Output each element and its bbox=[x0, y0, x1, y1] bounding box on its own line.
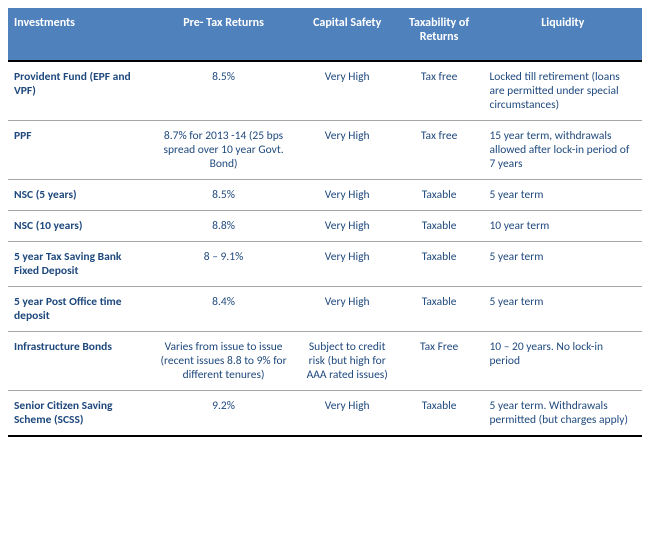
table-row: Infrastructure BondsVaries from issue to… bbox=[8, 332, 642, 391]
cell-liquidity: 5 year term bbox=[483, 287, 642, 332]
cell-safety: Very High bbox=[300, 391, 395, 437]
cell-liquidity: 10 – 20 years. No lock-in period bbox=[483, 332, 642, 391]
cell-liquidity: Locked till retirement (loans are permit… bbox=[483, 61, 642, 121]
cell-investment: NSC (10 years) bbox=[8, 211, 147, 242]
table-row: NSC (5 years)8.5%Very HighTaxable5 year … bbox=[8, 180, 642, 211]
cell-investment: Provident Fund (EPF and VPF) bbox=[8, 61, 147, 121]
investments-table: Investments Pre- Tax Returns Capital Saf… bbox=[8, 8, 642, 437]
table-row: Senior Citizen Saving Scheme (SCSS)9.2%V… bbox=[8, 391, 642, 437]
cell-safety: Very High bbox=[300, 287, 395, 332]
cell-investment: NSC (5 years) bbox=[8, 180, 147, 211]
col-header-investments: Investments bbox=[8, 8, 147, 61]
cell-returns: 8.4% bbox=[147, 287, 299, 332]
table-row: Provident Fund (EPF and VPF)8.5%Very Hig… bbox=[8, 61, 642, 121]
col-header-safety: Capital Safety bbox=[300, 8, 395, 61]
cell-safety: Very High bbox=[300, 121, 395, 180]
cell-returns: 8.7% for 2013 -14 (25 bps spread over 10… bbox=[147, 121, 299, 180]
cell-safety: Very High bbox=[300, 61, 395, 121]
col-header-liquidity: Liquidity bbox=[483, 8, 642, 61]
cell-safety: Very High bbox=[300, 242, 395, 287]
cell-safety: Subject to credit risk (but high for AAA… bbox=[300, 332, 395, 391]
table-header: Investments Pre- Tax Returns Capital Saf… bbox=[8, 8, 642, 61]
cell-tax: Tax free bbox=[395, 121, 484, 180]
cell-safety: Very High bbox=[300, 211, 395, 242]
cell-returns: 9.2% bbox=[147, 391, 299, 437]
cell-investment: PPF bbox=[8, 121, 147, 180]
cell-returns: 8 – 9.1% bbox=[147, 242, 299, 287]
cell-liquidity: 5 year term bbox=[483, 242, 642, 287]
cell-safety: Very High bbox=[300, 180, 395, 211]
cell-investment: 5 year Post Office time deposit bbox=[8, 287, 147, 332]
cell-liquidity: 5 year term. Withdrawals permitted (but … bbox=[483, 391, 642, 437]
cell-returns: 8.8% bbox=[147, 211, 299, 242]
cell-liquidity: 5 year term bbox=[483, 180, 642, 211]
table-row: 5 year Tax Saving Bank Fixed Deposit8 – … bbox=[8, 242, 642, 287]
cell-liquidity: 10 year term bbox=[483, 211, 642, 242]
cell-tax: Taxable bbox=[395, 211, 484, 242]
table-row: PPF8.7% for 2013 -14 (25 bps spread over… bbox=[8, 121, 642, 180]
table-body: Provident Fund (EPF and VPF)8.5%Very Hig… bbox=[8, 61, 642, 436]
cell-liquidity: 15 year term, withdrawals allowed after … bbox=[483, 121, 642, 180]
cell-returns: 8.5% bbox=[147, 61, 299, 121]
col-header-tax: Taxability of Returns bbox=[395, 8, 484, 61]
cell-tax: Tax free bbox=[395, 61, 484, 121]
cell-returns: 8.5% bbox=[147, 180, 299, 211]
cell-tax: Taxable bbox=[395, 242, 484, 287]
cell-investment: Infrastructure Bonds bbox=[8, 332, 147, 391]
cell-tax: Taxable bbox=[395, 180, 484, 211]
cell-investment: 5 year Tax Saving Bank Fixed Deposit bbox=[8, 242, 147, 287]
table-row: 5 year Post Office time deposit8.4%Very … bbox=[8, 287, 642, 332]
cell-tax: Taxable bbox=[395, 391, 484, 437]
table-row: NSC (10 years)8.8%Very HighTaxable10 yea… bbox=[8, 211, 642, 242]
cell-tax: Taxable bbox=[395, 287, 484, 332]
cell-returns: Varies from issue to issue (recent issue… bbox=[147, 332, 299, 391]
cell-tax: Tax Free bbox=[395, 332, 484, 391]
col-header-returns: Pre- Tax Returns bbox=[147, 8, 299, 61]
cell-investment: Senior Citizen Saving Scheme (SCSS) bbox=[8, 391, 147, 437]
